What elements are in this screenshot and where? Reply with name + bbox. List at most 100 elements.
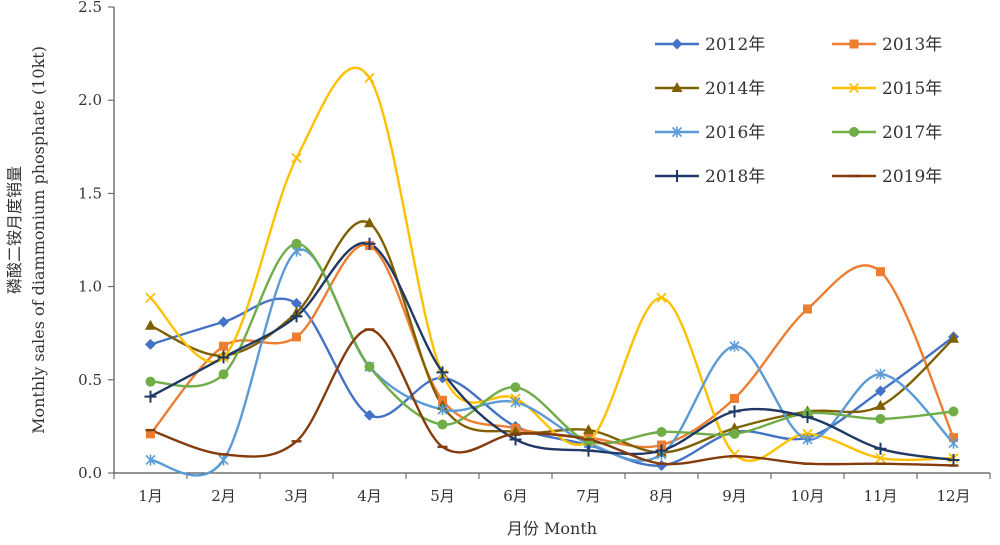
series-line-4 <box>149 66 954 463</box>
data-point-marker <box>656 460 667 472</box>
data-point-marker <box>290 310 303 323</box>
legend-item: 2013年 <box>832 35 942 55</box>
legend-marker <box>849 39 859 49</box>
data-point-marker <box>728 405 741 418</box>
data-point-marker <box>801 411 814 424</box>
series-line-8 <box>150 328 954 467</box>
legend-label: 2013年 <box>882 35 942 55</box>
data-point-marker <box>436 366 449 379</box>
data-point-marker <box>291 297 302 309</box>
y-tick-label: 2.0 <box>78 91 102 109</box>
x-tick-label: 4月 <box>357 487 382 505</box>
data-point-marker <box>947 453 960 466</box>
data-point-marker <box>145 338 156 350</box>
data-point-marker <box>948 332 959 343</box>
series-line-5 <box>150 248 955 477</box>
x-tick-label: 12月 <box>936 487 970 505</box>
data-point-marker <box>510 396 521 408</box>
legend-marker <box>849 127 859 137</box>
legend-item: 2012年 <box>655 35 765 55</box>
x-tick-label: 7月 <box>576 487 601 505</box>
y-tick-label: 0.5 <box>78 371 102 389</box>
data-point-marker <box>144 390 157 403</box>
legend-label: 2019年 <box>882 167 942 187</box>
legend-marker <box>671 82 683 92</box>
data-point-marker <box>730 393 739 403</box>
legend-marker <box>671 38 683 50</box>
data-point-marker <box>218 369 229 380</box>
x-axis-title: 月份 Month <box>507 519 597 538</box>
data-point-marker <box>291 152 302 164</box>
legend-marker <box>848 82 860 94</box>
legend-label: 2012年 <box>705 35 765 55</box>
data-point-marker <box>655 444 668 457</box>
x-tick-label: 10月 <box>790 487 824 505</box>
legend-label: 2015年 <box>882 79 942 99</box>
data-point-marker <box>656 292 667 303</box>
series-markers <box>144 72 960 472</box>
data-point-marker <box>217 351 230 364</box>
data-point-marker <box>583 424 594 435</box>
data-point-marker <box>218 316 229 328</box>
legend-item: 2014年 <box>655 79 765 99</box>
data-point-marker <box>874 442 887 455</box>
series-lines <box>149 66 955 477</box>
data-point-marker <box>364 72 375 83</box>
legend-item: 2016年 <box>655 123 765 143</box>
legend: 2012年 2013年 2014年 2015年 2016年 2017年 2018年 2019年 <box>655 35 942 187</box>
data-point-marker <box>948 437 959 449</box>
data-point-marker <box>363 237 376 250</box>
data-point-marker <box>875 452 886 464</box>
data-point-marker <box>948 406 959 417</box>
data-point-marker <box>145 454 156 466</box>
data-point-marker <box>509 433 522 446</box>
data-point-marker <box>876 267 885 277</box>
legend-item: 2018年 <box>655 167 765 187</box>
series-line-3 <box>150 220 955 454</box>
y-tick-label: 1.5 <box>78 184 102 202</box>
data-point-marker <box>656 426 667 437</box>
legend-label: 2016年 <box>705 123 765 143</box>
data-point-marker <box>802 433 813 445</box>
data-point-marker <box>437 404 448 416</box>
data-point-marker <box>875 399 886 410</box>
data-point-marker <box>949 433 958 443</box>
data-point-marker <box>729 340 740 352</box>
y-tick-label: 0.0 <box>78 464 102 482</box>
data-point-marker <box>875 368 886 380</box>
x-tick-label: 8月 <box>649 487 674 505</box>
legend-item: 2015年 <box>832 79 942 99</box>
data-point-marker <box>146 429 155 439</box>
data-point-marker <box>729 428 740 439</box>
legend-label: 2017年 <box>882 123 942 143</box>
legend-marker <box>671 126 683 138</box>
x-tick-label: 1月 <box>138 487 163 505</box>
axes: 0.0 0.5 1.0 1.5 2.0 2.5 1月 2月 3月 4月 5月 6月 7月 8月 9月 10月 1… <box>78 0 991 505</box>
x-tick-label: 11月 <box>863 487 897 505</box>
data-point-marker <box>145 376 156 387</box>
legend-label: 2018年 <box>705 167 765 187</box>
data-point-marker <box>145 319 156 330</box>
legend-label: 2014年 <box>705 79 765 99</box>
data-point-marker <box>292 332 301 342</box>
data-point-marker <box>145 292 156 303</box>
y-tick-label: 2.5 <box>78 0 102 16</box>
data-point-marker <box>582 444 595 457</box>
y-tick-label: 1.0 <box>78 278 102 296</box>
data-point-marker <box>364 217 375 228</box>
data-point-marker <box>729 449 740 460</box>
x-tick-label: 3月 <box>284 487 309 505</box>
data-point-marker <box>437 419 448 430</box>
data-point-marker <box>875 385 886 397</box>
x-tick-label: 6月 <box>503 487 528 505</box>
data-point-marker <box>364 361 375 372</box>
data-point-marker <box>218 454 229 466</box>
legend-marker <box>671 170 683 182</box>
y-axis-title-english: Monthly sales of diammonium phosphate (1… <box>29 46 48 434</box>
x-tick-label: 5月 <box>430 487 455 505</box>
data-point-marker <box>803 304 812 314</box>
legend-item: 2019年 <box>832 167 942 187</box>
data-point-marker <box>364 409 375 421</box>
